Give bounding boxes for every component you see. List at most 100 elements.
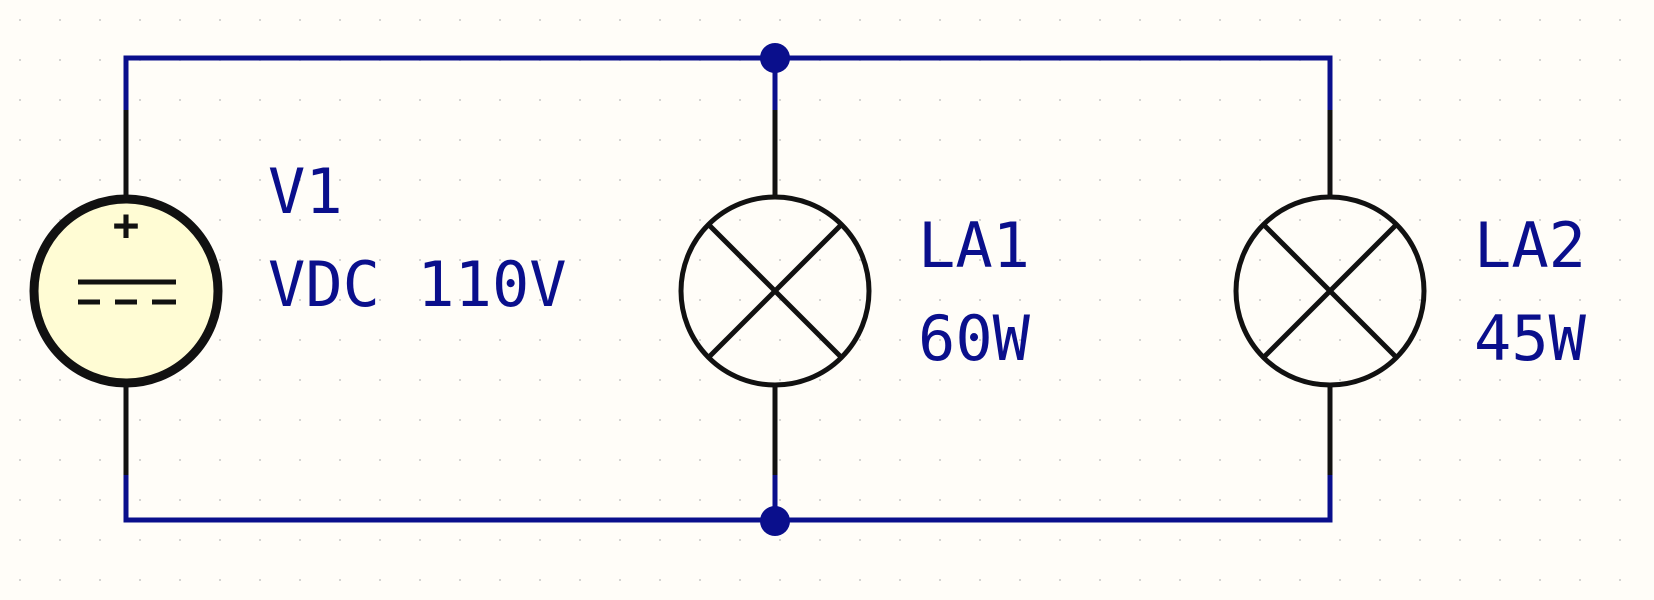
grid-dot	[499, 499, 501, 501]
grid-dot	[59, 579, 61, 581]
grid-dot	[179, 459, 181, 461]
grid-dot	[259, 19, 261, 21]
lamp-la2-value-label[interactable]: 45W	[1474, 302, 1587, 375]
grid-dot	[1579, 99, 1581, 101]
grid-dot	[1579, 299, 1581, 301]
grid-dot	[939, 339, 941, 341]
grid-dot	[219, 99, 221, 101]
grid-dot	[59, 459, 61, 461]
grid-dot	[1419, 139, 1421, 141]
grid-dot	[1259, 19, 1261, 21]
grid-dot	[259, 499, 261, 501]
grid-dot	[19, 59, 21, 61]
grid-dot	[1219, 459, 1221, 461]
grid-dot	[1139, 579, 1141, 581]
grid-dot	[739, 139, 741, 141]
grid-dot	[459, 219, 461, 221]
source-plus-sign: +	[113, 200, 140, 251]
grid-dot	[1139, 19, 1141, 21]
grid-dot	[379, 379, 381, 381]
wire-bottom[interactable]	[123, 472, 1333, 523]
grid-dot	[339, 339, 341, 341]
grid-dot	[1179, 539, 1181, 541]
lamp-la1-value-label[interactable]: 60W	[918, 302, 1031, 375]
lamp-la1-ref-label[interactable]: LA1	[918, 209, 1030, 282]
grid-dot	[819, 99, 821, 101]
grid-dot	[499, 99, 501, 101]
lamp-la2[interactable]	[1233, 110, 1427, 475]
grid-dot	[979, 419, 981, 421]
grid-dot	[1499, 59, 1501, 61]
grid-dot	[939, 219, 941, 221]
grid-dot	[779, 539, 781, 541]
junction-dot-bottom[interactable]	[760, 506, 790, 536]
grid-dot	[539, 339, 541, 341]
grid-dot	[579, 19, 581, 21]
grid-dot	[1539, 59, 1541, 61]
grid-dot	[1619, 299, 1621, 301]
grid-dot	[219, 339, 221, 341]
grid-dot	[859, 99, 861, 101]
grid-dot	[1419, 579, 1421, 581]
grid-dot	[99, 419, 101, 421]
grid-dot	[59, 19, 61, 21]
grid-dot	[139, 139, 141, 141]
grid-dot	[99, 459, 101, 461]
source-value-label[interactable]: VDC 110V	[268, 248, 567, 321]
grid-dot	[99, 19, 101, 21]
lamp-la1[interactable]	[678, 110, 872, 475]
grid-dot	[1059, 179, 1061, 181]
grid-dot	[499, 419, 501, 421]
grid-dot	[1339, 19, 1341, 21]
grid-dot	[1059, 459, 1061, 461]
grid-dot	[859, 139, 861, 141]
wire-top[interactable]	[123, 55, 1333, 113]
grid-dot	[1419, 539, 1421, 541]
grid-dot	[1099, 339, 1101, 341]
grid-dot	[1299, 579, 1301, 581]
grid-dot	[1059, 379, 1061, 381]
grid-dot	[459, 579, 461, 581]
grid-dot	[859, 379, 861, 381]
grid-dot	[1579, 459, 1581, 461]
grid-dot	[1379, 419, 1381, 421]
grid-dot	[1299, 299, 1301, 301]
grid-dot	[779, 379, 781, 381]
grid-dot	[539, 539, 541, 541]
grid-dot	[1579, 139, 1581, 141]
grid-dot	[819, 499, 821, 501]
voltage-source-v1[interactable]: +	[29, 110, 223, 475]
grid-dot	[219, 579, 221, 581]
grid-dot	[1339, 579, 1341, 581]
grid-dot	[1619, 499, 1621, 501]
grid-dot	[1619, 339, 1621, 341]
grid-dot	[299, 99, 301, 101]
grid-dot	[1139, 219, 1141, 221]
grid-dot	[1139, 379, 1141, 381]
grid-dot	[1219, 499, 1221, 501]
junction-dot-top[interactable]	[760, 43, 790, 73]
grid-dot	[419, 299, 421, 301]
grid-dot	[1539, 179, 1541, 181]
grid-dot	[499, 539, 501, 541]
grid-dot	[699, 419, 701, 421]
grid-dot	[979, 499, 981, 501]
grid-dot	[699, 179, 701, 181]
lamp-la2-ref-label[interactable]: LA2	[1474, 209, 1586, 282]
grid-dot	[979, 299, 981, 301]
grid-dot	[1539, 379, 1541, 381]
grid-dot	[1619, 219, 1621, 221]
source-ref-label[interactable]: V1	[268, 155, 343, 228]
grid-dot	[1459, 299, 1461, 301]
grid-dot	[219, 419, 221, 421]
grid-dot	[299, 219, 301, 221]
grid-dot	[139, 179, 141, 181]
grid-dot	[499, 259, 501, 261]
grid-dot	[1059, 19, 1061, 21]
grid-dot	[779, 339, 781, 341]
grid-dot	[1019, 219, 1021, 221]
grid-dot	[459, 339, 461, 341]
grid-dot	[1059, 219, 1061, 221]
grid-dot	[659, 19, 661, 21]
grid-dot	[1579, 179, 1581, 181]
